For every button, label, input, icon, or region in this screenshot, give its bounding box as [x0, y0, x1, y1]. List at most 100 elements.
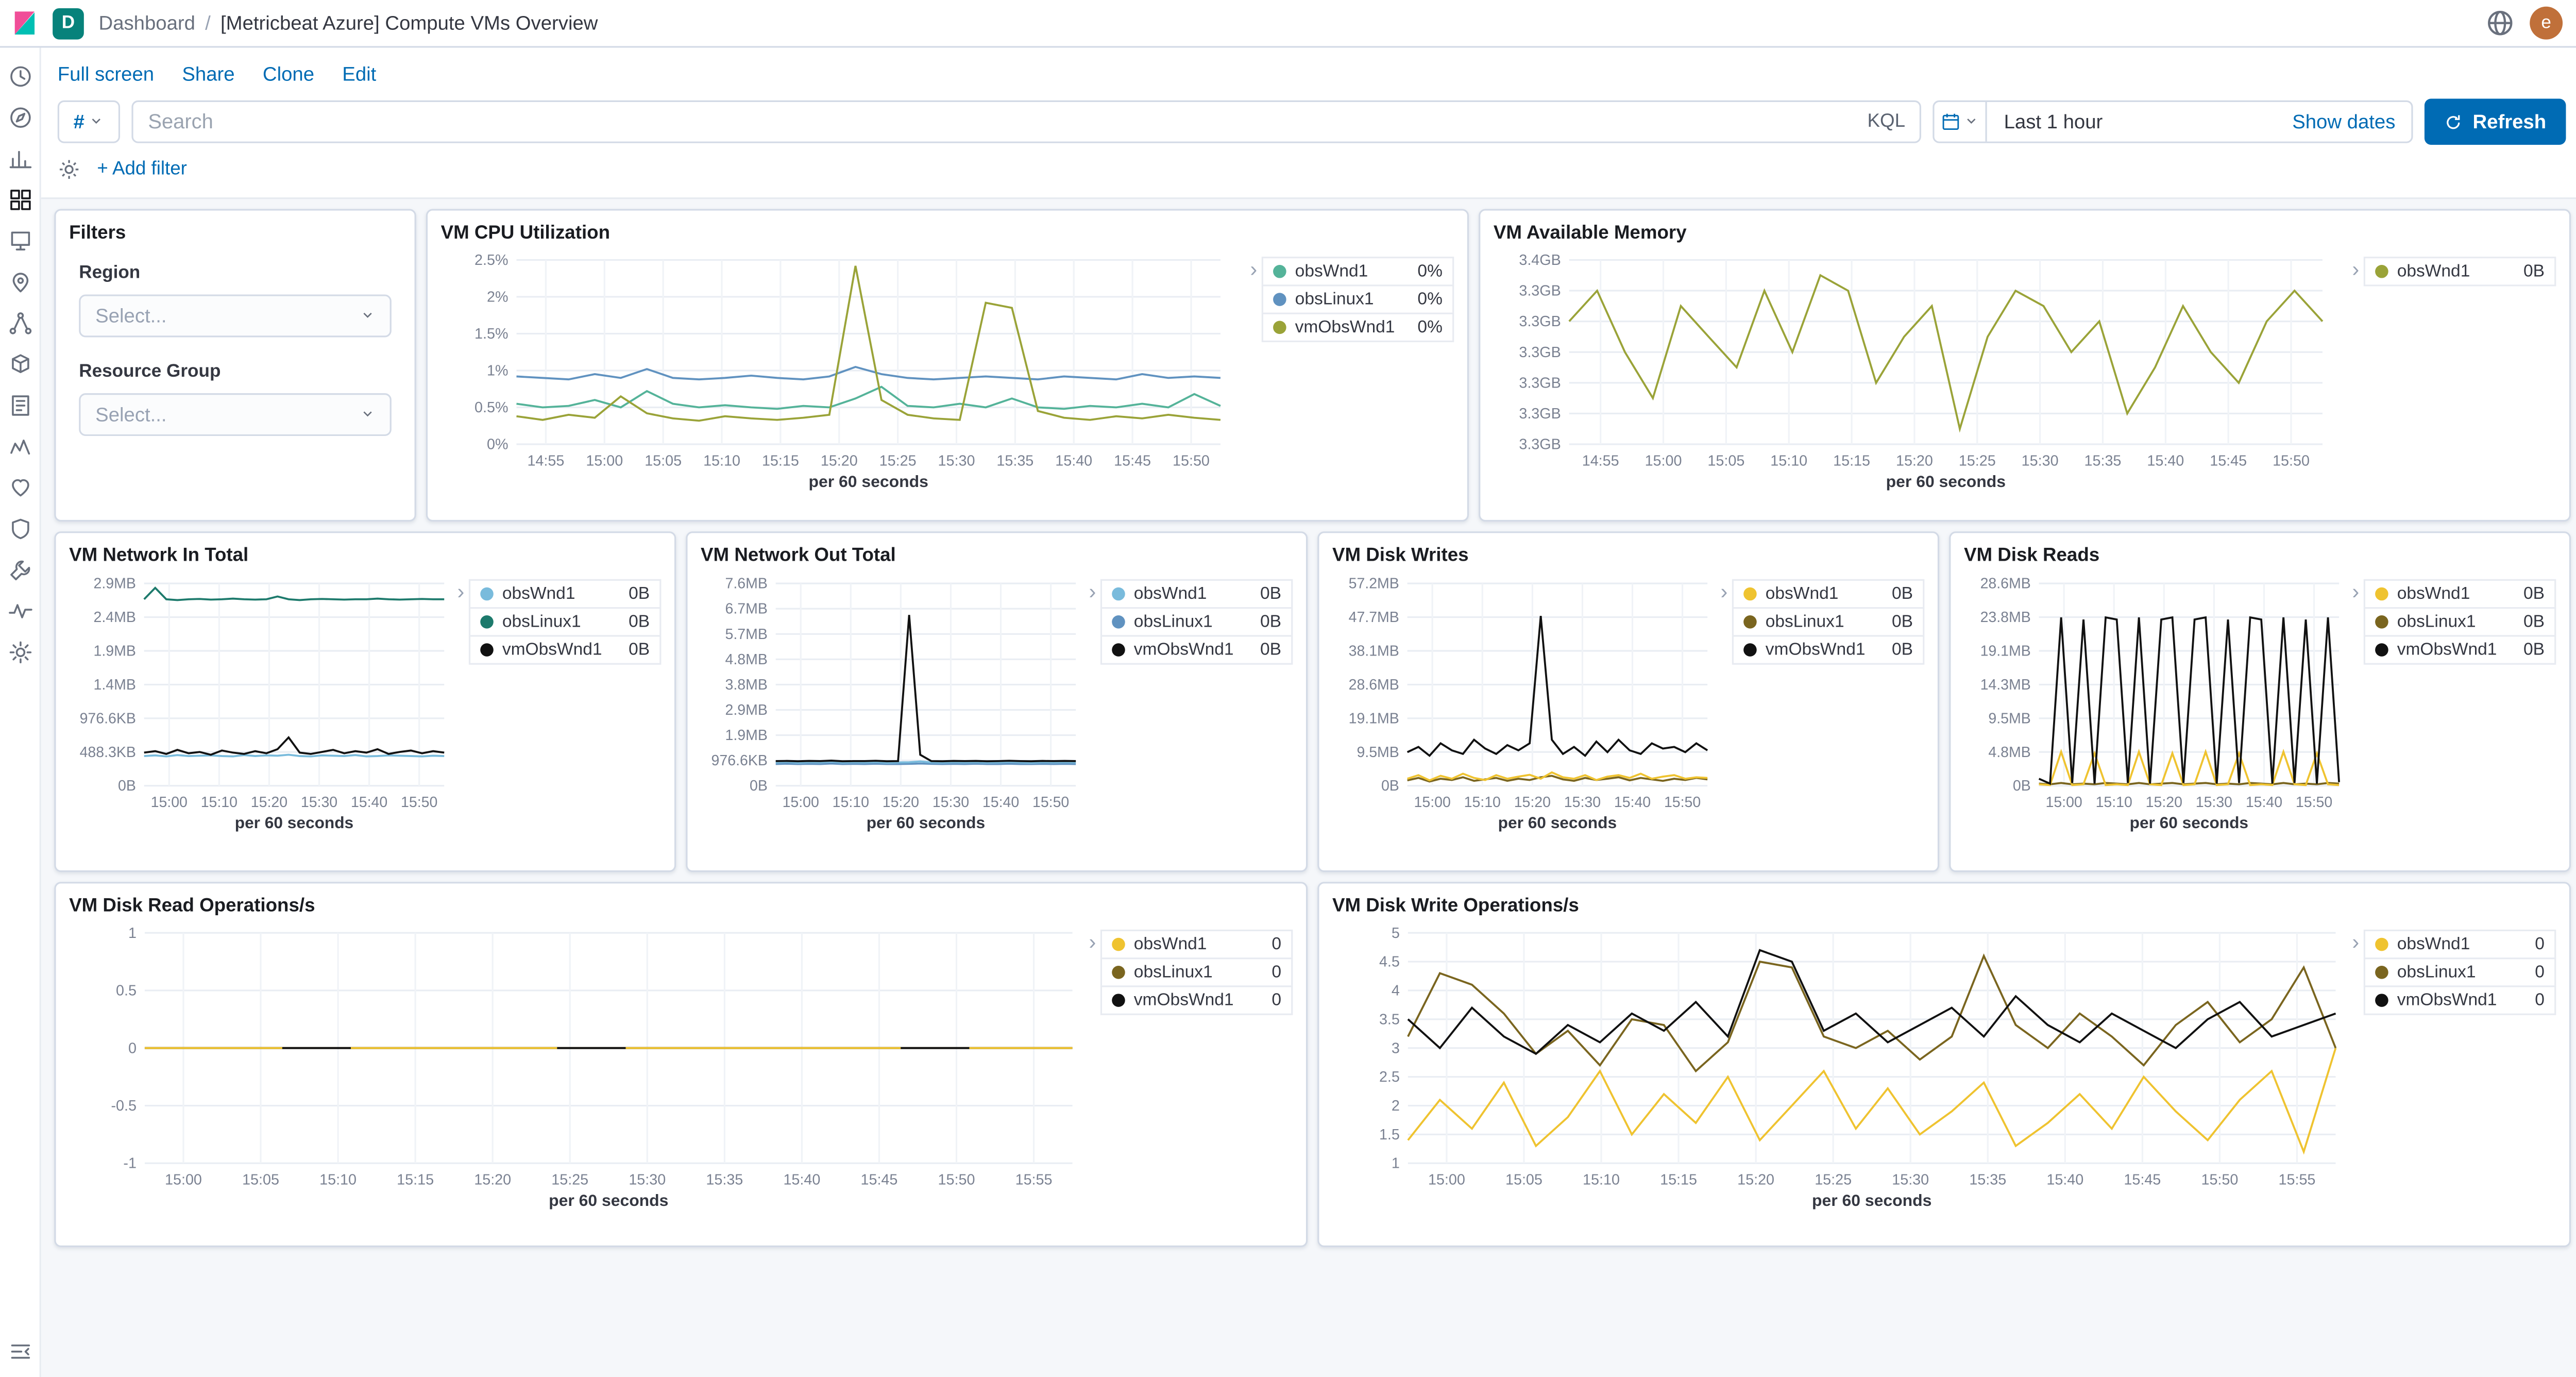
- legend-item-obswnd1[interactable]: obsWnd1 0B: [469, 579, 662, 609]
- svg-text:15:50: 15:50: [938, 1172, 975, 1188]
- refresh-button[interactable]: Refresh: [2425, 98, 2566, 145]
- svg-text:0B: 0B: [2013, 778, 2031, 794]
- legend-item-obslinux1[interactable]: obsLinux1 0B: [1732, 607, 1925, 637]
- sidebar-item-infrastructure-icon[interactable]: [7, 352, 32, 377]
- legend-series-value: 0: [1272, 962, 1282, 982]
- svg-text:15:30: 15:30: [1564, 794, 1601, 811]
- legend-item-vmobswnd1[interactable]: vmObsWnd1 0B: [1732, 635, 1925, 665]
- resource-group-select[interactable]: Select...: [79, 393, 392, 436]
- sidebar-item-management-icon[interactable]: [7, 640, 32, 665]
- time-range-value[interactable]: Last 1 hour: [2004, 110, 2103, 133]
- saved-query-menu-button[interactable]: #: [57, 100, 121, 143]
- legend-item-obswnd1[interactable]: obsWnd1 0B: [2364, 257, 2556, 287]
- sidebar-item-dashboard-icon[interactable]: [7, 188, 32, 212]
- edit-link[interactable]: Edit: [342, 62, 377, 86]
- sidebar-item-uptime-icon[interactable]: [7, 476, 32, 500]
- legend-item-vmobswnd1[interactable]: vmObsWnd1 0: [1100, 985, 1293, 1015]
- collapse-sidebar-icon[interactable]: [7, 1339, 32, 1364]
- legend-toggle-icon[interactable]: ›: [457, 579, 465, 604]
- user-avatar[interactable]: e: [2530, 6, 2563, 40]
- svg-text:15:45: 15:45: [1114, 453, 1151, 469]
- legend-toggle-icon[interactable]: ›: [2352, 257, 2360, 281]
- panel-vm-network-in-total: VM Network In Total 2.9MB 2.4MB 1.9MB 1.4MB 9…: [54, 531, 676, 872]
- legend-series-value: 0B: [629, 612, 650, 632]
- legend-item-obslinux1[interactable]: obsLinux1 0B: [2364, 607, 2556, 637]
- legend-item-vmobswnd1[interactable]: vmObsWnd1 0B: [2364, 635, 2556, 665]
- legend-series-value: 0: [1272, 990, 1282, 1011]
- refresh-label: Refresh: [2472, 110, 2547, 133]
- share-link[interactable]: Share: [182, 62, 235, 86]
- legend-toggle-icon[interactable]: ›: [1089, 579, 1096, 604]
- svg-text:15:10: 15:10: [1770, 453, 1807, 469]
- sidebar-item-apm-icon[interactable]: [7, 434, 32, 459]
- sidebar-item-siem-icon[interactable]: [7, 516, 32, 541]
- legend-item-vmobswnd1[interactable]: vmObsWnd1 0B: [469, 635, 662, 665]
- svg-text:3.8MB: 3.8MB: [725, 677, 768, 693]
- kql-language-button[interactable]: KQL: [1867, 112, 1906, 132]
- sidebar-item-maps-icon[interactable]: [7, 270, 32, 295]
- legend-toggle-icon[interactable]: ›: [1720, 579, 1728, 604]
- legend-item-obslinux1[interactable]: obsLinux1 0: [1100, 958, 1293, 987]
- show-dates-link[interactable]: Show dates: [2292, 110, 2396, 133]
- sidebar-item-canvas-icon[interactable]: [7, 229, 32, 254]
- legend-item-obslinux1[interactable]: obsLinux1 0B: [469, 607, 662, 637]
- sidebar-item-recently-viewed-icon[interactable]: [7, 64, 32, 89]
- svg-text:15:20: 15:20: [1896, 453, 1933, 469]
- sidebar-item-visualize-icon[interactable]: [7, 146, 32, 171]
- legend-toggle-icon[interactable]: ›: [2352, 579, 2360, 604]
- svg-text:15:10: 15:10: [201, 794, 238, 811]
- legend-item-obswnd1[interactable]: obsWnd1 0B: [1732, 579, 1925, 609]
- panel-vm-disk-reads: VM Disk Reads 28.6MB 23.8MB 19.1MB 14.3MB 9.5…: [1949, 531, 2571, 872]
- svg-text:15:25: 15:25: [1959, 453, 1996, 469]
- panel-title: VM Disk Reads: [1963, 546, 2100, 566]
- legend-toggle-icon[interactable]: ›: [2352, 929, 2360, 954]
- svg-text:0B: 0B: [750, 778, 768, 794]
- workspace: Full screen Share Clone Edit # KQL: [41, 47, 2576, 1377]
- filter-bar: + Add filter: [41, 158, 2576, 197]
- panel-title: VM Network In Total: [69, 546, 249, 566]
- svg-text:15:00: 15:00: [1428, 1172, 1465, 1188]
- legend-item-obslinux1[interactable]: obsLinux1 0: [2364, 958, 2556, 987]
- legend-item-obswnd1[interactable]: obsWnd1 0B: [2364, 579, 2556, 609]
- space-badge[interactable]: D: [53, 7, 84, 39]
- sidebar-item-dev-tools-icon[interactable]: [7, 558, 32, 582]
- sidebar-item-discover-icon[interactable]: [7, 105, 32, 130]
- legend-item-vmobswnd1[interactable]: vmObsWnd1 0B: [1100, 635, 1293, 665]
- legend-series-name: obsWnd1: [502, 584, 575, 604]
- calendar-icon: [1943, 113, 1960, 130]
- sidebar-item-stack-monitoring-icon[interactable]: [7, 599, 32, 624]
- series-color-dot: [1112, 937, 1126, 951]
- legend-item-vmobswnd1[interactable]: vmObsWnd1 0%: [1262, 312, 1454, 343]
- full-screen-link[interactable]: Full screen: [57, 62, 155, 86]
- legend-item-obswnd1[interactable]: obsWnd1 0: [2364, 929, 2556, 960]
- filter-options-gear-icon[interactable]: [58, 158, 81, 181]
- region-field: Region Select...: [69, 263, 401, 338]
- calendar-button[interactable]: [1935, 102, 1988, 142]
- legend-toggle-icon[interactable]: ›: [1089, 929, 1096, 954]
- panel-title: VM Disk Read Operations/s: [69, 896, 315, 917]
- legend-series-name: obsLinux1: [1133, 962, 1213, 982]
- svg-text:14.3MB: 14.3MB: [1980, 677, 2031, 693]
- add-filter-link[interactable]: + Add filter: [97, 159, 187, 179]
- series-color-dot: [481, 615, 494, 629]
- legend-item-vmobswnd1[interactable]: vmObsWnd1 0: [2364, 985, 2556, 1015]
- globe-icon[interactable]: [2485, 8, 2515, 38]
- svg-text:3.3GB: 3.3GB: [1519, 436, 1561, 453]
- legend-item-obswnd1[interactable]: obsWnd1 0B: [1100, 579, 1293, 609]
- search-input[interactable]: [148, 110, 1868, 133]
- legend-toggle-icon[interactable]: ›: [1250, 257, 1258, 281]
- svg-text:2: 2: [1392, 1098, 1400, 1114]
- legend-series-value: 0B: [1891, 584, 1913, 604]
- legend-item-obswnd1[interactable]: obsWnd1 0: [1100, 929, 1293, 960]
- sidebar-item-machine-learning-icon[interactable]: [7, 311, 32, 335]
- legend-item-obswnd1[interactable]: obsWnd1 0%: [1262, 257, 1454, 287]
- breadcrumb-dashboard[interactable]: Dashboard: [98, 11, 196, 35]
- region-select[interactable]: Select...: [79, 294, 392, 338]
- legend-item-obslinux1[interactable]: obsLinux1 0B: [1100, 607, 1293, 637]
- kibana-logo[interactable]: [11, 10, 38, 36]
- sidebar-item-logs-icon[interactable]: [7, 393, 32, 418]
- dashboard-grid: Filters Region Select... Resource Group: [41, 199, 2576, 1377]
- legend-item-obslinux1[interactable]: obsLinux1 0%: [1262, 284, 1454, 314]
- chart-legend: › obsWnd1 0B obsLinux1 0B vmObsWnd1 0B: [457, 569, 662, 665]
- clone-link[interactable]: Clone: [262, 62, 315, 86]
